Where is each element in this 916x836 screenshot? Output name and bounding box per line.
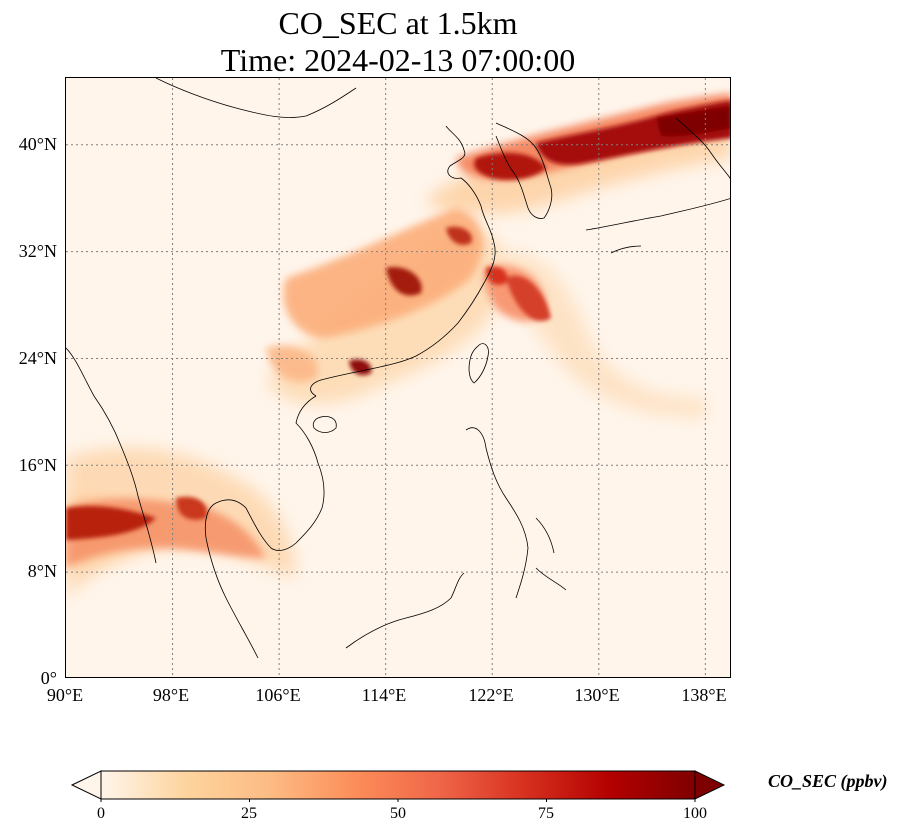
plume-myanmar-core (66, 506, 156, 540)
coastline-hainan (312, 416, 337, 433)
coastline-china (310, 125, 496, 397)
lon-tick-138: 138°E (681, 685, 727, 705)
coastline-taiwan (468, 343, 489, 384)
colorbar-tick-25: 25 (241, 805, 257, 822)
lat-tick-16: 16°N (18, 455, 57, 475)
map-title-variable: CO_SEC at 1.5km (278, 5, 518, 41)
lon-tick-90: 90°E (46, 685, 84, 705)
lat-tick-24: 24°N (18, 348, 57, 368)
plume-sea-of-japan-core (656, 106, 730, 137)
co-concentration-field (66, 93, 730, 598)
coastline-borneo (345, 572, 465, 649)
plume-anhui-core (386, 267, 422, 296)
coastline-bay-of-bengal (66, 347, 157, 564)
coastlines (66, 78, 730, 659)
graticule (66, 78, 730, 677)
lat-tick-32: 32°N (18, 241, 57, 261)
lat-tick-40: 40°N (18, 134, 57, 154)
lat-tick-0: 0° (40, 668, 57, 688)
coastline-north (155, 78, 357, 118)
coastline-indochina (204, 395, 325, 659)
colorbar-tick-100: 100 (683, 805, 707, 822)
map-canvas (66, 78, 730, 677)
map-title-time: Time: 2024-02-13 07:00:00 (220, 42, 576, 78)
colorbar-extend-max-arrow (694, 770, 726, 800)
colorbar-tick-50: 50 (390, 805, 406, 822)
plume-fujian-core (486, 266, 508, 285)
colorbar-tick-75: 75 (538, 805, 554, 822)
plume-pearl-river-core (349, 359, 372, 376)
colorbar-tick-0: 0 (97, 805, 105, 822)
plume-east-china-moderate (283, 208, 483, 338)
coastline-japan (585, 117, 730, 254)
plume-thailand-core (176, 496, 207, 520)
map-plot-area[interactable] (65, 77, 731, 678)
lon-tick-106: 106°E (255, 685, 301, 705)
colorbar-gradient (100, 770, 696, 800)
lon-tick-114: 114°E (361, 685, 407, 705)
lon-tick-98: 98°E (152, 685, 190, 705)
coastline-philippines (465, 427, 567, 599)
lon-tick-130: 130°E (574, 685, 620, 705)
lon-tick-122: 122°E (468, 685, 514, 705)
plume-east-of-taiwan-core (506, 275, 551, 322)
colorbar-label: CO_SEC (ppbv) (768, 771, 888, 791)
lat-tick-8: 8°N (27, 561, 57, 581)
coastline-korea (495, 122, 553, 219)
colorbar (70, 770, 726, 802)
plume-jiangsu-core (446, 226, 472, 245)
colorbar-extend-min-arrow (70, 770, 102, 800)
